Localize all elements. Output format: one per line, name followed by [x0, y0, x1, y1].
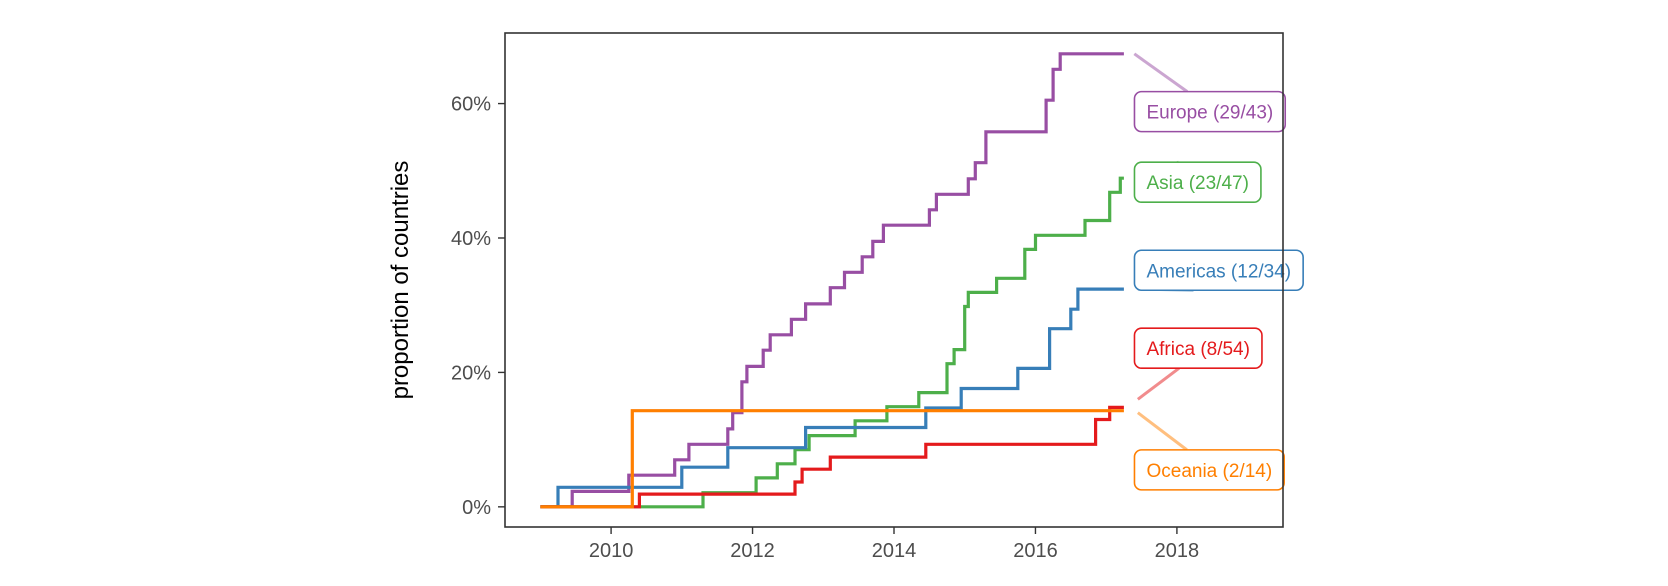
axis-layer: 2010 2012 2014 2016 2018 0% 20% 40% 60%	[451, 94, 1199, 562]
series-line-asia	[540, 176, 1124, 509]
x-tick-label-2010: 2010	[589, 540, 634, 562]
series-label-oceania: Oceania (2/14)	[1133, 411, 1285, 491]
series-line-americas	[540, 287, 1124, 509]
y-axis-title: proportion of countries	[387, 161, 414, 400]
series-label-box	[1133, 161, 1262, 204]
series-line-europe	[540, 52, 1124, 509]
label-layer: Europe (29/43) Asia (23/47) Americas (12/3…	[1133, 52, 1304, 491]
y-tick-label-60: 60%	[451, 94, 491, 116]
x-tick-label-2016: 2016	[1013, 540, 1058, 562]
series-label-box	[1133, 449, 1285, 491]
y-tick-label-0: 0%	[462, 497, 491, 519]
series-label-box	[1133, 90, 1287, 133]
series-label-connector	[1133, 52, 1189, 93]
x-tick-label-2012: 2012	[730, 540, 775, 562]
series-layer	[540, 52, 1124, 509]
series-label-box	[1133, 249, 1304, 292]
y-tick-label-40: 40%	[451, 228, 491, 250]
x-tick-label-2014: 2014	[872, 540, 917, 562]
series-label-connector	[1136, 411, 1188, 452]
series-label-europe: Europe (29/43)	[1133, 52, 1287, 133]
series-line-africa	[540, 405, 1124, 509]
series-label-connector	[1136, 367, 1180, 401]
series-label-asia: Asia (23/47)	[1133, 160, 1262, 204]
series-label-text: Europe (29/43)	[1146, 103, 1273, 124]
y-tick-label-20: 20%	[451, 362, 491, 384]
series-label-text: Oceania (2/14)	[1146, 461, 1272, 482]
series-label-text: Asia (23/47)	[1146, 173, 1248, 194]
series-label-text: Americas (12/34)	[1146, 261, 1291, 282]
series-label-box	[1133, 327, 1263, 370]
series-label-americas: Americas (12/34)	[1133, 249, 1304, 292]
series-line-oceania	[540, 409, 1124, 509]
series-label-africa: Africa (8/54)	[1133, 327, 1263, 401]
x-tick-label-2018: 2018	[1155, 540, 1200, 562]
series-label-text: Africa (8/54)	[1146, 339, 1249, 360]
